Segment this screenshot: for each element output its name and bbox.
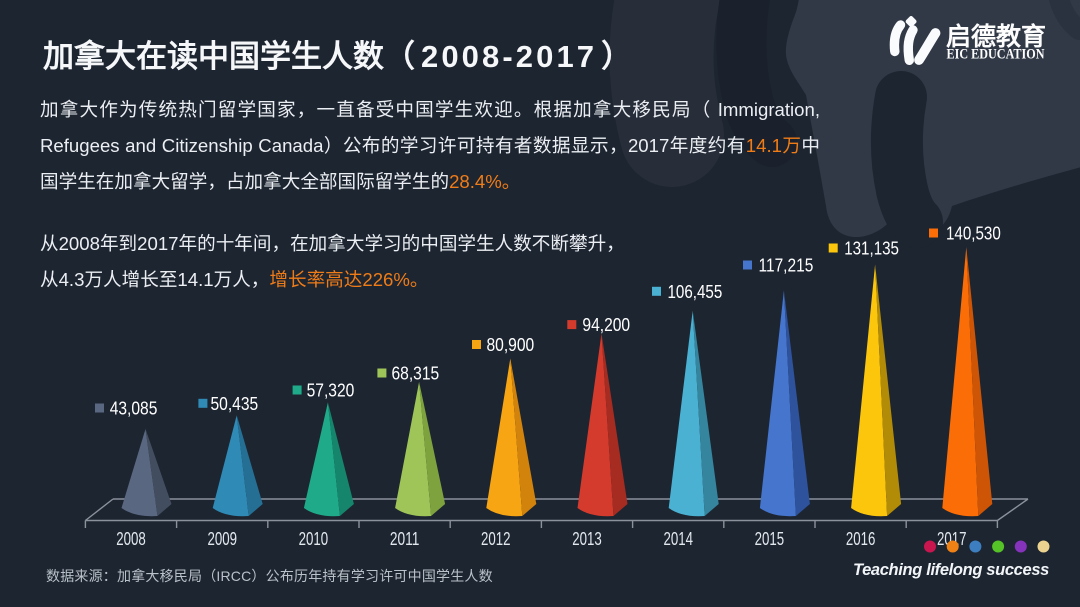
svg-text:EIC EDUCATION: EIC EDUCATION (947, 47, 1045, 63)
svg-text:2017: 2017 (937, 528, 967, 549)
svg-text:2016: 2016 (846, 528, 876, 549)
svg-text:2012: 2012 (481, 528, 511, 549)
svg-text:140,530: 140,530 (946, 224, 1001, 244)
svg-text:2010: 2010 (299, 528, 329, 549)
svg-text:131,135: 131,135 (844, 239, 899, 259)
svg-text:117,215: 117,215 (759, 256, 814, 276)
svg-text:启德教育: 启德教育 (946, 22, 1046, 51)
svg-text:2013: 2013 (572, 528, 602, 549)
svg-text:57,320: 57,320 (307, 381, 355, 401)
svg-text:50,435: 50,435 (211, 394, 259, 414)
svg-text:2008: 2008 (116, 528, 146, 549)
svg-text:43,085: 43,085 (110, 399, 158, 419)
svg-text:80,900: 80,900 (487, 335, 535, 355)
svg-text:94,200: 94,200 (582, 315, 630, 335)
svg-text:2015: 2015 (755, 528, 785, 549)
svg-text:106,455: 106,455 (668, 282, 723, 302)
svg-text:68,315: 68,315 (392, 364, 440, 384)
svg-text:2009: 2009 (207, 528, 237, 549)
svg-text:2014: 2014 (663, 528, 693, 549)
svg-text:2011: 2011 (390, 528, 420, 549)
